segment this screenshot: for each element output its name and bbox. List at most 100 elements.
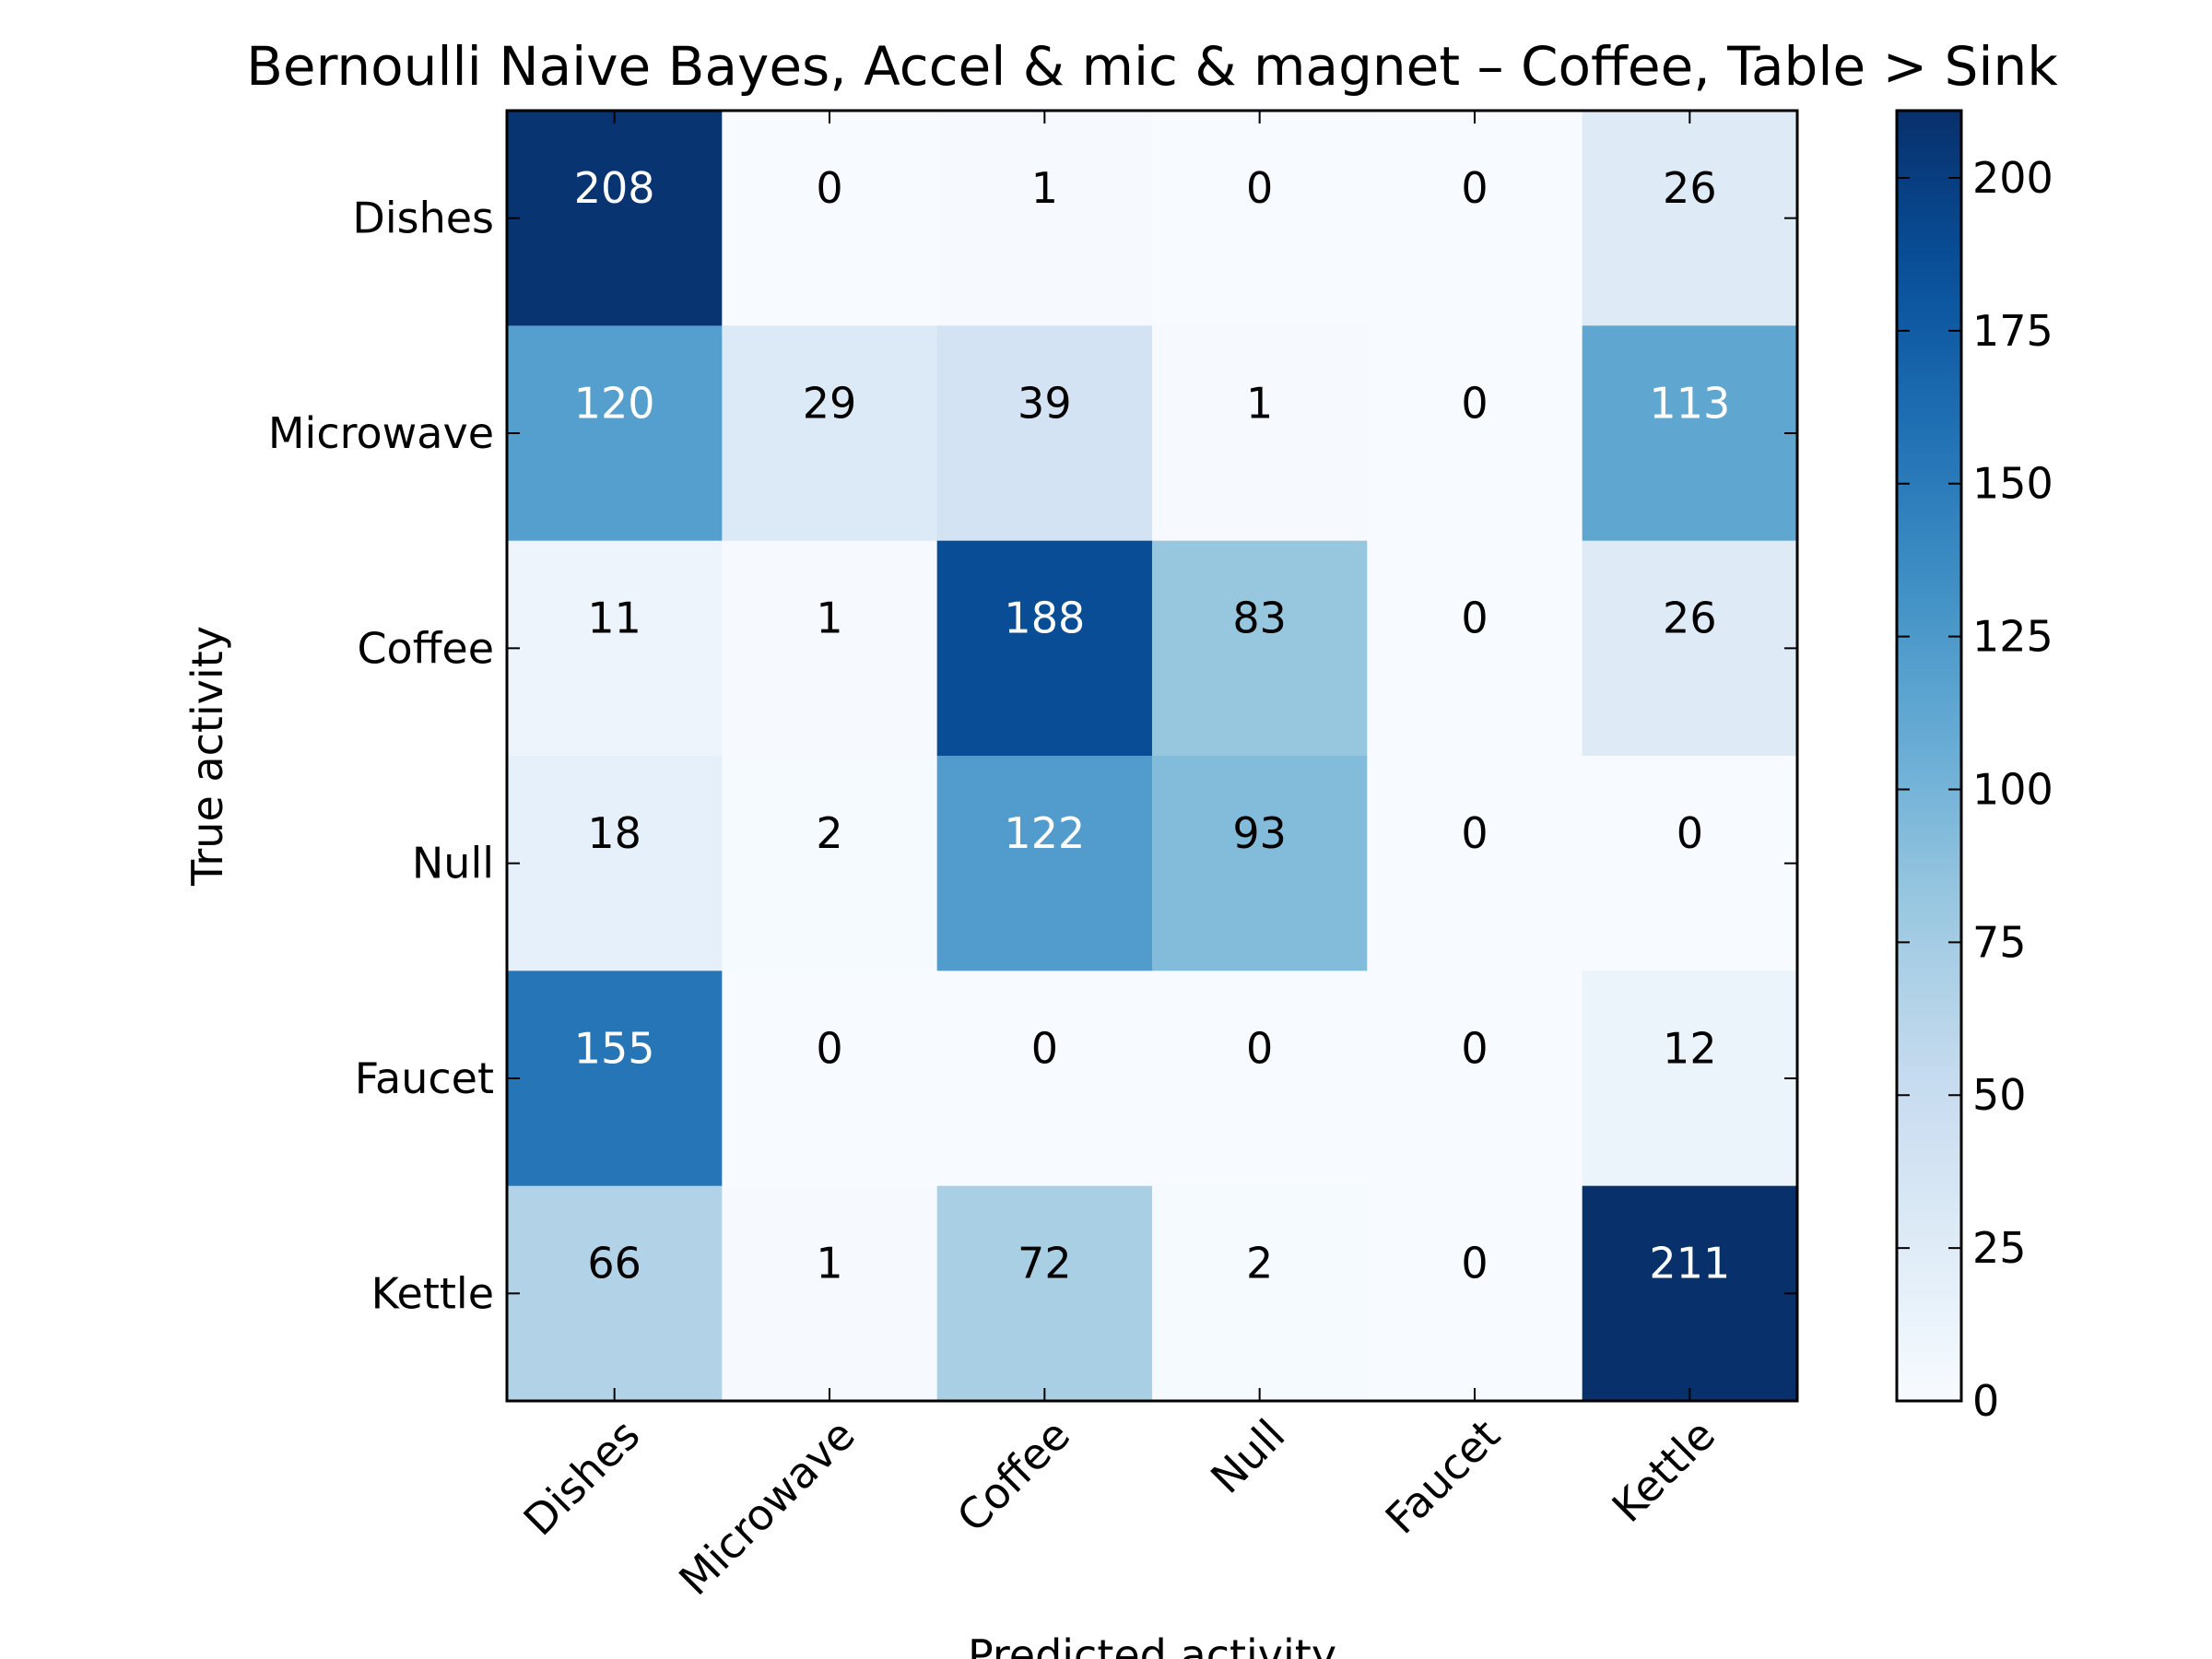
cell-value-label: 120 [574, 378, 655, 428]
heatmap-cell [1367, 1185, 1583, 1402]
heatmap-cell [1367, 325, 1583, 542]
cell-value-label: 26 [1663, 163, 1717, 213]
colorbar-tick-label: 150 [1972, 459, 2053, 509]
cell-value-label: 1 [1031, 163, 1058, 213]
cell-value-label: 0 [1246, 163, 1273, 213]
cell-value-label: 0 [816, 1023, 842, 1073]
colorbar-tick-label: 75 [1972, 917, 2027, 967]
heatmap-cell [1152, 1185, 1368, 1402]
x-axis-label: Predicted activity [968, 1630, 1336, 1659]
colorbar-tick-label: 175 [1972, 306, 2053, 356]
heatmap-cell [1152, 325, 1368, 542]
cell-value-label: 0 [1461, 808, 1488, 858]
cell-value-label: 2 [1246, 1239, 1273, 1288]
cell-value-label: 72 [1018, 1239, 1072, 1288]
cell-value-label: 83 [1232, 594, 1287, 643]
cell-value-label: 155 [574, 1023, 655, 1073]
cell-value-label: 113 [1649, 378, 1730, 428]
heatmap-cell [1582, 756, 1798, 971]
cell-value-label: 1 [816, 1239, 842, 1288]
colorbar-frame [1895, 109, 1963, 1403]
cell-value-label: 0 [1461, 378, 1488, 428]
cell-value-label: 11 [587, 594, 641, 643]
colorbar-gradient [1897, 111, 1961, 1401]
cell-value-label: 93 [1232, 808, 1287, 858]
heatmap-cell [722, 971, 938, 1187]
x-tick-label: Faucet [1376, 1410, 1510, 1544]
heatmap-cell [936, 1185, 1153, 1402]
heatmap-cell [722, 756, 938, 971]
y-tick-label: Coffee [357, 623, 494, 673]
heatmap-cell [1582, 1185, 1798, 1402]
y-tick-label: Kettle [371, 1268, 494, 1318]
heatmap-cell [1367, 756, 1583, 971]
heatmap-cell [936, 540, 1153, 757]
cell-value-label: 66 [587, 1239, 641, 1288]
y-tick-label: Null [412, 839, 494, 888]
colorbar-tick-label: 100 [1972, 764, 2053, 814]
cell-value-label: 2 [816, 808, 842, 858]
heatmap-cell [1367, 971, 1583, 1187]
heatmap-cell [936, 325, 1153, 542]
cell-value-label: 0 [1031, 1023, 1058, 1073]
cell-value-label: 0 [816, 163, 842, 213]
cell-value-label: 29 [803, 378, 857, 428]
cell-value-label: 0 [1461, 163, 1488, 213]
heatmap-cell [1367, 540, 1583, 757]
cell-value-label: 39 [1018, 378, 1072, 428]
chart-title: Bernoulli Naive Bayes, Accel & mic & mag… [246, 35, 2058, 98]
heatmap-cell [1582, 540, 1798, 757]
colorbar-tick-label: 200 [1972, 153, 2053, 203]
heatmap-cell [507, 1185, 723, 1402]
heatmap-cell [1152, 756, 1368, 971]
cell-value-label: 1 [1246, 378, 1273, 428]
cell-value-label: 26 [1663, 594, 1717, 643]
heatmap-cell [936, 111, 1153, 326]
cell-value-label: 18 [587, 808, 641, 858]
heatmap-cell [507, 111, 723, 326]
x-tick-label: Dishes [514, 1410, 650, 1546]
colorbar-tick-label: 50 [1972, 1070, 2027, 1120]
colorbar-tick-label: 25 [1972, 1223, 2027, 1273]
heatmap-cell [1582, 971, 1798, 1187]
x-tick-label: Coffee [947, 1410, 1079, 1542]
heatmap-cells [507, 111, 1798, 1402]
heatmap-cell [722, 325, 938, 542]
heatmap-cell [507, 756, 723, 971]
heatmap-cell [722, 111, 938, 326]
heatmap-cell [722, 1185, 938, 1402]
heatmap-cell [1152, 111, 1368, 326]
cell-value-label: 0 [1461, 1239, 1488, 1288]
y-tick-label: Microwave [268, 408, 494, 458]
cell-value-label: 0 [1461, 594, 1488, 643]
y-tick-label: Faucet [355, 1053, 494, 1103]
y-axis-ticks: Dishes Microwave Coffee Null Faucet Kettle [268, 194, 1797, 1318]
heatmap-cell [507, 540, 723, 757]
cell-value-label: 208 [574, 163, 655, 213]
cell-value-label: 0 [1246, 1023, 1273, 1073]
x-tick-label: Microwave [669, 1410, 865, 1606]
heatmap-cell [1582, 325, 1798, 542]
y-tick-label: Dishes [352, 194, 494, 243]
x-tick-label: Null [1201, 1410, 1294, 1503]
heatmap-cell [936, 756, 1153, 971]
heatmap-cell [1152, 540, 1368, 757]
colorbar-tick-label: 0 [1972, 1376, 1999, 1426]
cell-value-label: 0 [1461, 1023, 1488, 1073]
heatmap-cell [936, 971, 1153, 1187]
plot-frame [505, 109, 1799, 1403]
colorbar-tick-label: 125 [1972, 612, 2053, 662]
cell-value-label: 12 [1663, 1023, 1717, 1073]
heatmap-cell [507, 325, 723, 542]
cell-value-label: 1 [816, 594, 842, 643]
cell-value-label: 188 [1004, 594, 1085, 643]
cell-value-label: 211 [1649, 1239, 1730, 1288]
colorbar: 0 25 50 75 100 125 150 175 200 [1895, 109, 2053, 1426]
heatmap-cell [722, 540, 938, 757]
x-tick-label: Kettle [1603, 1410, 1724, 1532]
cell-value-label: 122 [1004, 808, 1085, 858]
heatmap-cell [507, 971, 723, 1187]
y-axis-label: True activity [182, 626, 232, 887]
